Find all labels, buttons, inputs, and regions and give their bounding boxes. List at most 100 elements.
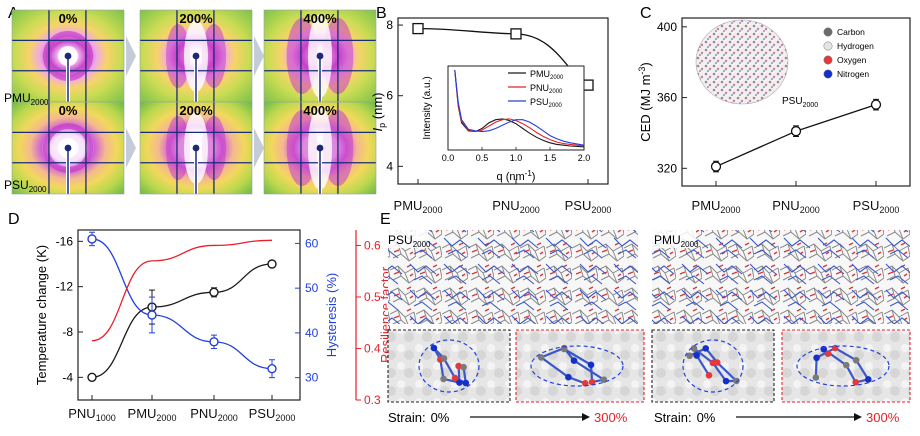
panel-d-ytick-resilience-label: 0.5 [364, 290, 381, 304]
panel-d-ytick-hysteresis-label: 50 [305, 281, 319, 295]
panel-b-ytick-label: 4 [386, 159, 393, 173]
cluster-outline [418, 339, 480, 393]
panel-d-series-line [91, 238, 273, 370]
saxs-pattern: 0% [11, 101, 125, 195]
panel-c-ytick-label: 400 [657, 20, 677, 34]
panel-c-xtick-label: PMU2000 [692, 198, 741, 215]
saxs-strain-label: 0% [59, 103, 78, 118]
panel-b-point [412, 22, 424, 35]
panel-label-d: D [8, 211, 20, 228]
cluster-outline [682, 339, 744, 393]
atom-legend-label: Hydrogen [837, 41, 874, 51]
panel-c-point [870, 99, 882, 110]
panel-d-ytick-left-label: -12 [56, 280, 74, 294]
panel-d-xtick-label: PSU2000 [249, 406, 296, 423]
panel-b-ytick-label: 6 [386, 89, 393, 103]
panel-d-ylabel-left: Temperature change (K) [34, 245, 49, 385]
panel-d-point [147, 310, 157, 320]
panel-b-xtick-label: PSU2000 [565, 198, 612, 215]
panel-d-point [267, 363, 277, 374]
atom-legend-label: Nitrogen [837, 69, 869, 79]
saxs-strain-label: 400% [303, 11, 337, 26]
saxs-pattern: 400% [263, 101, 377, 195]
panel-d-ytick-left-label: -16 [56, 234, 74, 248]
panel-e-left-strain-label: Strain: 0% [388, 410, 450, 425]
panel-c: C CED (MJ m-3) PSU2000 Carbon Hydrogen Oxy… [637, 5, 911, 215]
panel-label-b: B [376, 5, 387, 22]
saxs-pattern: 200% [139, 101, 253, 195]
zoom-snapshot [651, 329, 775, 403]
chevron-right-icon [126, 36, 136, 76]
chevron-right-icon [254, 36, 264, 76]
panel-c-ytick-label: 320 [657, 161, 677, 175]
panel-d-xtick-label: PNU2000 [190, 406, 237, 423]
panel-b-inset-ylabel: Intensity (a.u.) [422, 76, 433, 139]
zoom-snapshot [515, 329, 645, 403]
chevron-right-icon [254, 128, 264, 168]
panel-d-axes-frame [77, 229, 301, 401]
atom-legend-label: Oxygen [837, 55, 867, 65]
panel-d-series-line [91, 263, 273, 378]
panel-label-c: C [640, 5, 652, 22]
panel-d-ytick-hysteresis-label: 30 [305, 371, 319, 385]
zoom-snapshot [781, 329, 911, 403]
panel-b-point [510, 28, 522, 40]
panel-e: E PSU2000 PMU2000 Strain: 0% 300% Strain:… [380, 211, 911, 425]
panel-b-xtick-label: PNU2000 [492, 198, 539, 215]
panel-c-point [710, 161, 722, 172]
panel-d-ytick-hysteresis-label: 60 [305, 236, 319, 250]
cluster-outline [796, 345, 890, 387]
panel-b-inset-series-line [454, 70, 585, 148]
zoom-snapshot [387, 329, 511, 403]
panel-b-inset-series-line [454, 70, 585, 146]
panel-b-inset-legend-label: PNU2000 [530, 83, 563, 95]
panel-b-inset-legend-label: PMU2000 [530, 69, 564, 81]
panel-d-point [209, 337, 219, 347]
panel-c-xtick-label: PSU2000 [853, 198, 900, 215]
atom-legend-label: Carbon [837, 27, 865, 37]
panel-a: A 0%200%400%0%200%400% PMU2000 PSU2000 [4, 5, 377, 195]
panel-c-point [790, 126, 802, 137]
panel-b-ylabel: Ip (nm) [370, 93, 387, 132]
saxs-pattern: 0% [11, 9, 125, 103]
panel-label-e: E [380, 211, 391, 228]
saxs-strain-label: 400% [303, 103, 337, 118]
panel-d-xtick-label: PNU1000 [68, 406, 115, 423]
saxs-strain-label: 200% [179, 11, 213, 26]
panel-e-right-label: PMU2000 [654, 233, 699, 249]
panel-b-xtick-label: PMU2000 [394, 198, 443, 215]
panel-e-left-label: PSU2000 [388, 233, 431, 249]
panel-d-ylabel-hysteresis: Hysteresis (%) [324, 273, 339, 358]
panel-e-left-strain-end: 300% [594, 410, 628, 425]
panel-b-inset-xlabel: q (nm-1) [497, 169, 536, 183]
saxs-strain-label: 0% [59, 11, 78, 26]
panel-b-axes-frame [397, 17, 609, 185]
panel-a-bottom-sample-label: PSU2000 [4, 178, 47, 194]
panel-e-right-strain-end: 300% [866, 410, 900, 425]
panel-b-ytick-label: 8 [386, 18, 393, 32]
panel-b-inset-xtick-label: 0.0 [442, 153, 455, 163]
panel-d-ytick-resilience-label: 0.6 [364, 238, 381, 252]
panel-d-ytick-resilience-label: 0.3 [364, 393, 381, 407]
panel-b: B Ip (nm) 4 6 8 PMU2000 PNU2000 PSU2000 0.0 0.… [370, 5, 611, 215]
panel-c-molecule-inset [695, 19, 789, 105]
panel-c-xtick-label: PNU2000 [772, 198, 819, 215]
panel-d-point [87, 234, 97, 244]
saxs-pattern: 200% [139, 9, 253, 103]
panel-b-inset-frame [447, 65, 585, 151]
panel-d-point [87, 372, 97, 383]
saxs-strain-label: 200% [179, 103, 213, 118]
panel-a-top-sample-label: PMU2000 [4, 91, 49, 107]
panel-d-point [267, 259, 277, 269]
panel-b-inset-xtick-label: 2.0 [578, 153, 591, 163]
saxs-pattern: 400% [263, 9, 377, 103]
panel-c-inset-label: PSU2000 [782, 96, 818, 109]
atom-legend-swatch [823, 55, 833, 65]
panel-b-inset-xtick-label: 1.5 [544, 153, 557, 163]
atom-legend-swatch [823, 27, 833, 37]
panel-b-inset-xtick-label: 1.0 [510, 153, 523, 163]
panel-d-ytick-left-label: -4 [62, 370, 73, 384]
panel-c-ytick-label: 360 [657, 91, 677, 105]
panel-b-inset-xtick-label: 0.5 [476, 153, 489, 163]
